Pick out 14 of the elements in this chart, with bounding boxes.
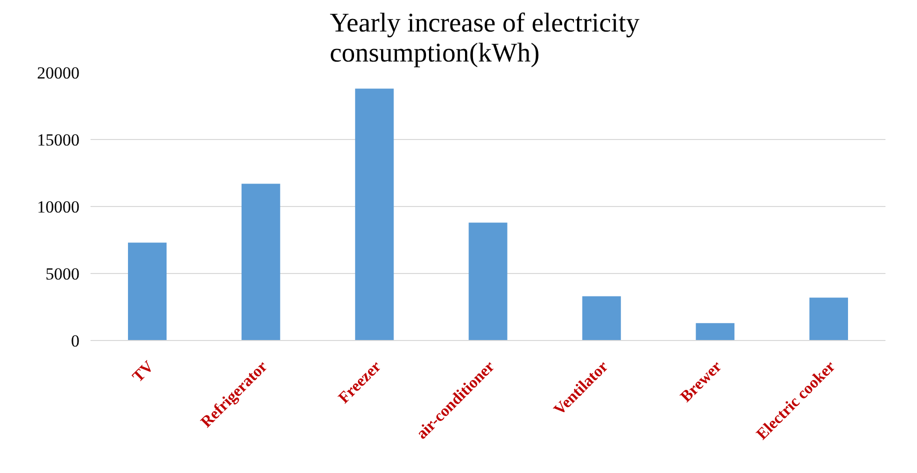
bar [696,323,734,340]
y-tick-label: 15000 [37,130,80,150]
x-tick-label: TV [130,358,158,386]
chart-title: Yearly increase of electricity consumption(kWh) [330,8,640,68]
bar [355,88,394,340]
y-tick-label: 5000 [46,264,80,284]
bar [128,242,167,340]
y-tick-label: 10000 [37,198,80,216]
bar [809,298,848,340]
y-tick-label: 0 [71,332,80,350]
y-tick-label: 20000 [37,64,80,82]
bar [468,222,508,340]
bar [242,184,280,340]
bar [582,296,621,340]
